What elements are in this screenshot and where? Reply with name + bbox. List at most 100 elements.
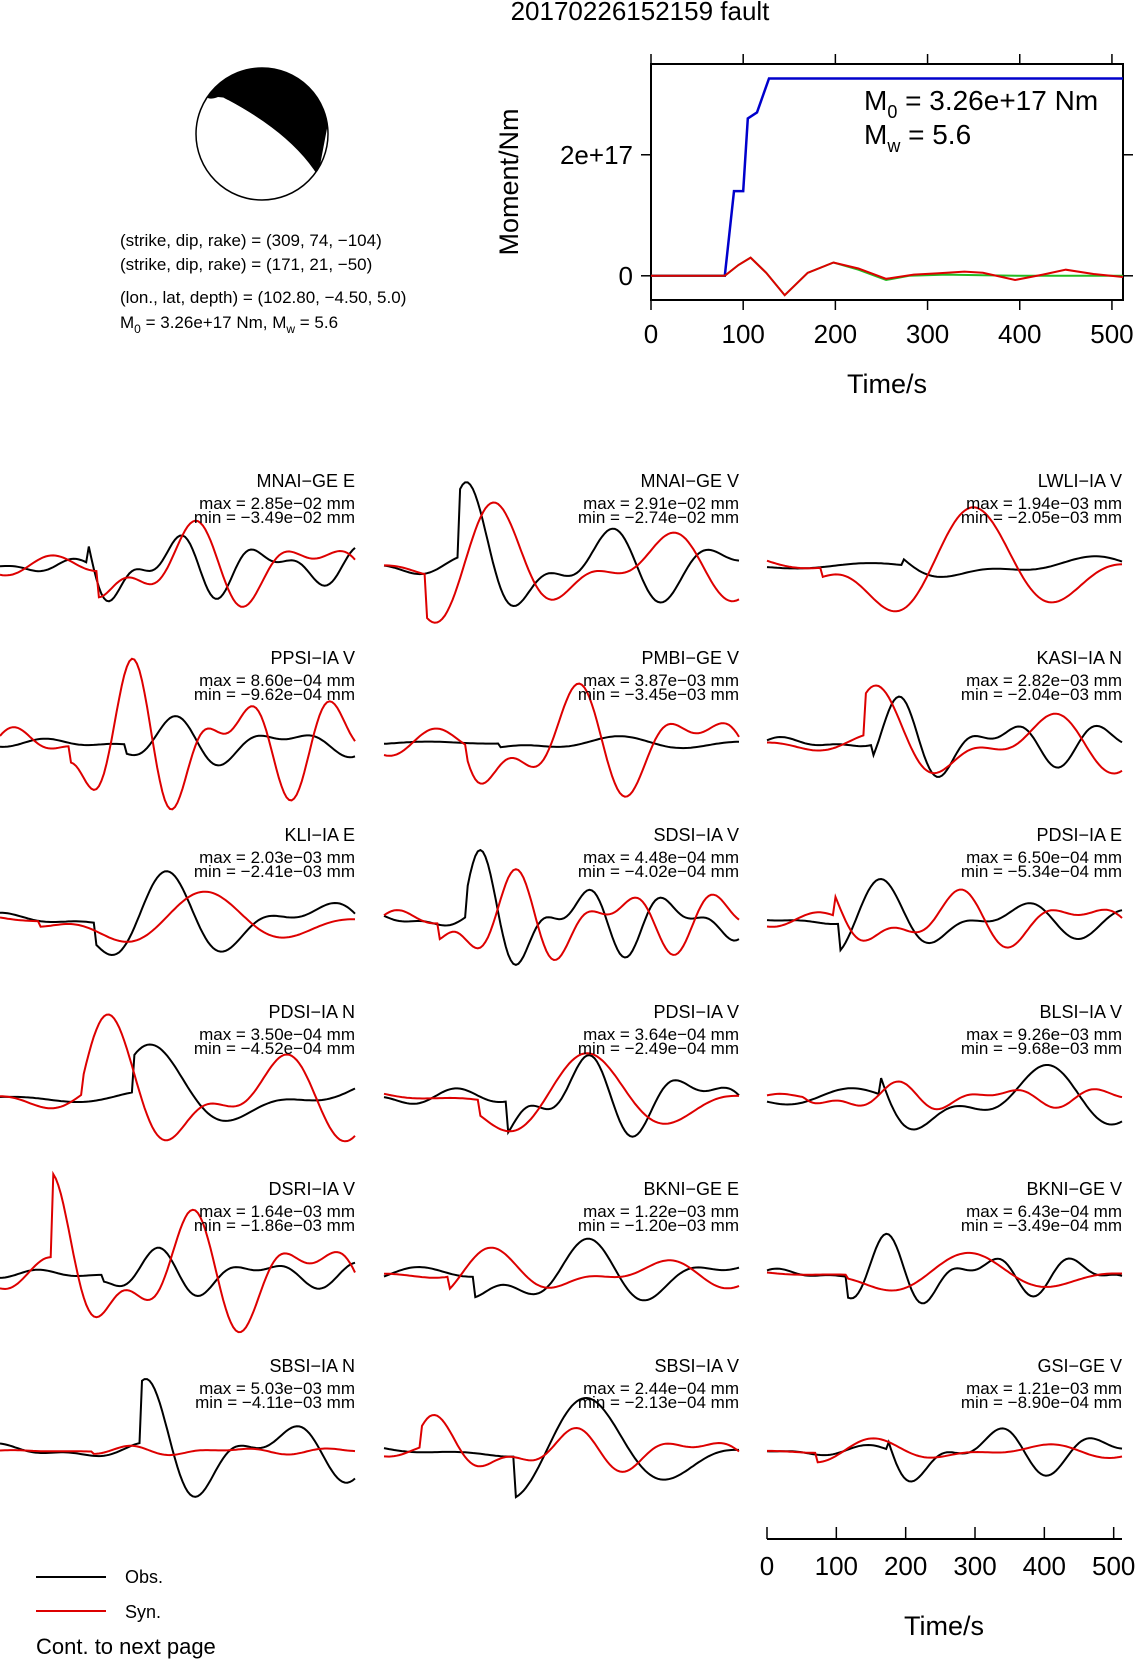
figure-title: 20170226152159 fault — [511, 0, 771, 26]
synthetic-trace — [0, 519, 356, 608]
station-max: max = 3.50e−04 mm — [199, 1025, 355, 1044]
station-max: max = 1.94e−03 mm — [966, 494, 1122, 513]
nodal-plane-1: (strike, dip, rake) = (309, 74, −104) — [120, 231, 382, 250]
waveform-grid: MNAI−GE E max = 2.85e−02 mm min = −3.49e−0… — [0, 471, 1123, 1499]
synthetic-trace — [0, 1013, 356, 1143]
station-min: min = −1.86e−03 mm — [194, 1216, 355, 1235]
station-min: min = −2.74e−02 mm — [578, 508, 739, 527]
station-min: min = −5.34e−04 mm — [961, 862, 1122, 881]
station-label: MNAI−GE V — [640, 471, 739, 491]
mechanism-info: (strike, dip, rake) = (309, 74, −104) (s… — [120, 231, 406, 336]
synthetic-trace — [766, 1251, 1122, 1292]
moment-ylabel: Moment/Nm — [494, 108, 524, 255]
station-min: min = −8.90e−04 mm — [961, 1393, 1122, 1412]
moment-xtick-label: 500 — [1090, 319, 1133, 349]
moment-plot-frame — [650, 63, 1124, 301]
synthetic-trace — [383, 1052, 740, 1133]
synthetic-trace — [383, 1246, 740, 1291]
station-min: min = −2.04e−03 mm — [961, 685, 1122, 704]
station-label: BKNI−GE V — [1026, 1179, 1122, 1199]
station-min: min = −3.49e−04 mm — [961, 1216, 1122, 1235]
legend: Obs. Syn. — [36, 1567, 163, 1622]
station-max: max = 1.22e−03 mm — [583, 1202, 739, 1221]
station-max: max = 2.82e−03 mm — [966, 671, 1122, 690]
moment-series-2 — [651, 256, 1124, 297]
waveform-xtick-label: 300 — [953, 1551, 996, 1581]
waveform-xtick-label: 200 — [884, 1551, 927, 1581]
nodal-plane-2: (strike, dip, rake) = (171, 21, −50) — [120, 255, 372, 274]
station-max: max = 1.64e−03 mm — [199, 1202, 355, 1221]
station-max: max = 3.64e−04 mm — [583, 1025, 739, 1044]
station-min: min = −9.68e−03 mm — [961, 1039, 1122, 1058]
station-min: min = −4.02e−04 mm — [578, 862, 739, 881]
station-min: min = −2.49e−04 mm — [578, 1039, 739, 1058]
station-max: max = 8.60e−04 mm — [199, 671, 355, 690]
legend-syn-label: Syn. — [125, 1602, 161, 1622]
waveform-xtick-label: 400 — [1023, 1551, 1066, 1581]
moment-xtick-label: 200 — [814, 319, 857, 349]
synthetic-trace — [766, 506, 1123, 613]
station-min: min = −4.11e−03 mm — [195, 1393, 355, 1412]
moment-series-0 — [651, 77, 1123, 278]
station-max: max = 1.21e−03 mm — [966, 1379, 1122, 1398]
station-max: max = 2.85e−02 mm — [199, 494, 355, 513]
continuation-note: Cont. to next page — [36, 1634, 216, 1659]
moment-xtick-label: 300 — [906, 319, 949, 349]
synthetic-trace — [766, 1080, 1123, 1111]
station-label: BLSI−IA V — [1039, 1002, 1122, 1022]
station-min: min = −9.62e−04 mm — [194, 685, 355, 704]
station-max: max = 2.91e−02 mm — [583, 494, 739, 513]
synthetic-trace — [767, 684, 1123, 775]
observed-trace — [0, 534, 356, 603]
waveform-xlabel: Time/s — [904, 1611, 984, 1641]
observed-trace — [766, 695, 1123, 778]
station-label: PDSI−IA E — [1036, 825, 1122, 845]
mw-annotation: Mw = 5.6 — [864, 119, 971, 156]
station-min: min = −2.05e−03 mm — [961, 508, 1122, 527]
synthetic-trace — [384, 501, 740, 624]
moment-xtick-label: 0 — [644, 319, 658, 349]
station-min: min = −4.52e−04 mm — [194, 1039, 355, 1058]
waveform-xtick-label: 0 — [760, 1551, 774, 1581]
station-label: MNAI−GE E — [256, 471, 355, 491]
location-depth: (lon., lat, depth) = (102.80, −4.50, 5.0… — [120, 288, 406, 307]
station-max: max = 5.03e−03 mm — [199, 1379, 355, 1398]
synthetic-trace — [766, 888, 1123, 949]
m0-annotation: M0 = 3.26e+17 Nm — [864, 85, 1098, 122]
station-max: max = 6.50e−04 mm — [966, 848, 1122, 867]
station-label: DSRI−IA V — [268, 1179, 355, 1199]
station-max: max = 4.48e−04 mm — [583, 848, 739, 867]
beachball-icon — [195, 67, 329, 201]
observed-trace — [383, 1237, 740, 1302]
station-label: GSI−GE V — [1037, 1356, 1122, 1376]
station-min: min = −3.45e−03 mm — [578, 685, 739, 704]
moment-ytick-label: 2e+17 — [560, 140, 633, 170]
waveform-time-axis: Time/s 0 100 200 300 400 500 — [760, 1527, 1135, 1641]
waveform-xtick-label: 500 — [1092, 1551, 1135, 1581]
station-min: min = −2.41e−03 mm — [194, 862, 355, 881]
observed-trace — [383, 735, 740, 750]
observed-trace — [383, 1054, 740, 1138]
synthetic-trace — [767, 1437, 1123, 1464]
synthetic-trace — [0, 1444, 356, 1457]
station-max: max = 3.87e−03 mm — [583, 671, 739, 690]
moment-magnitude-line: M0 = 3.26e+17 Nm, Mw = 5.6 — [120, 313, 338, 336]
observed-trace — [383, 1396, 739, 1499]
